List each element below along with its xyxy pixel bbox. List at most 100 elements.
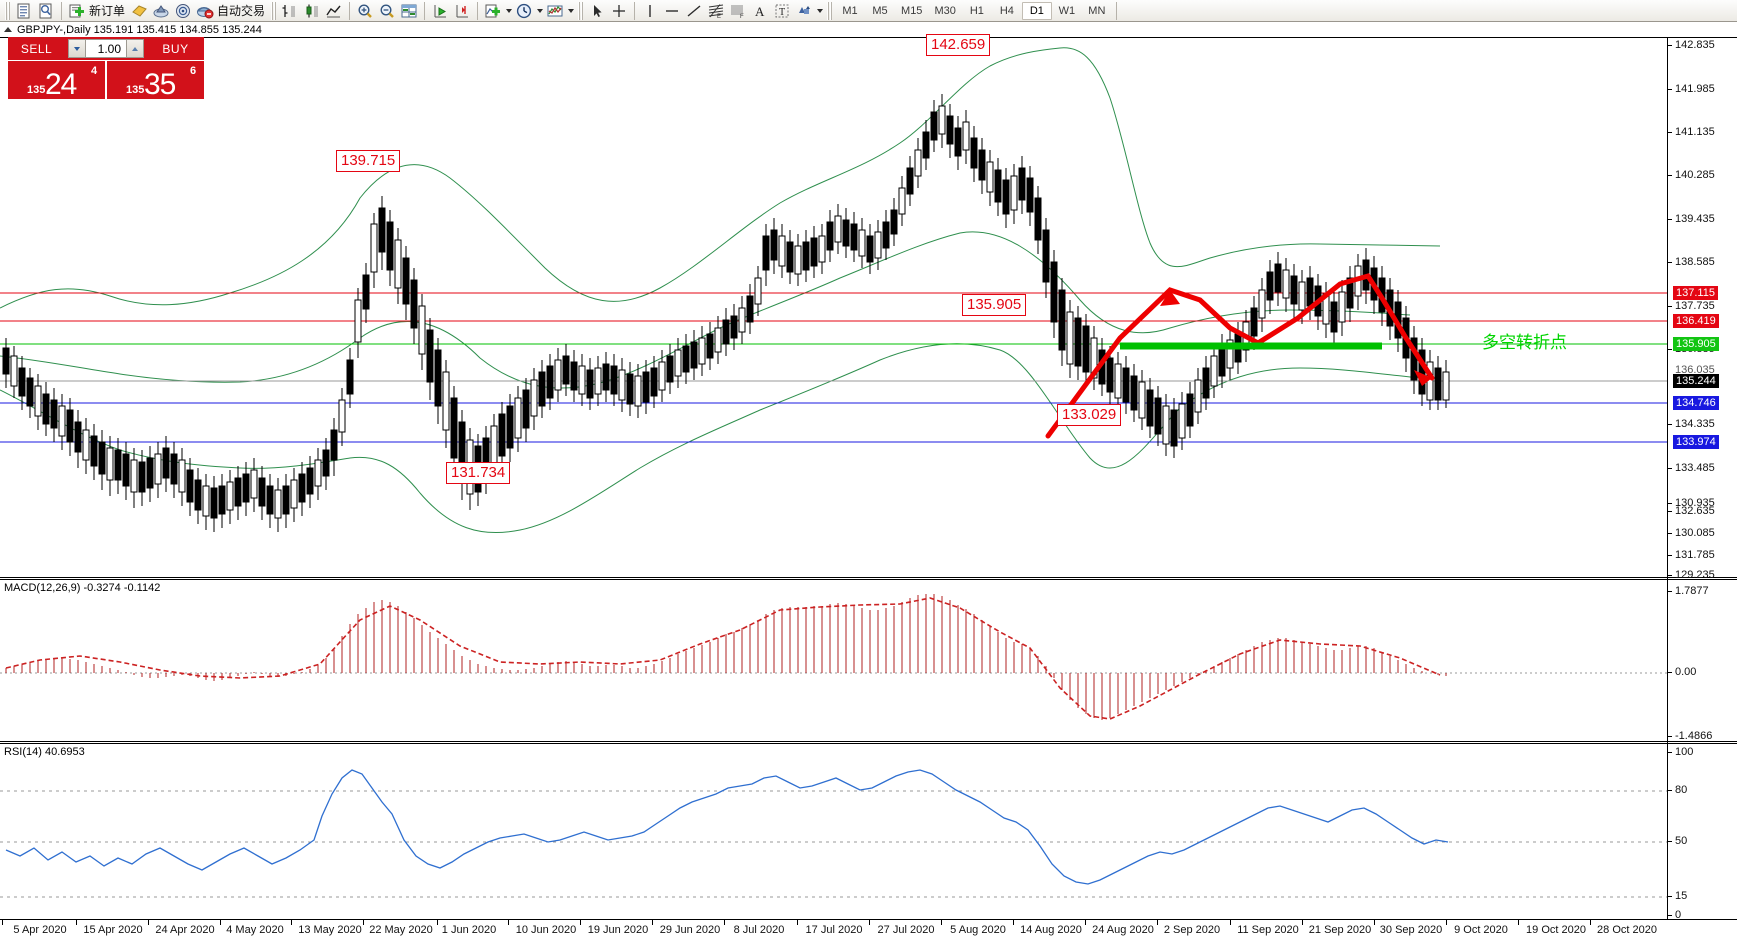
timeframe-mn[interactable]: MN xyxy=(1088,4,1106,17)
volume-control[interactable]: 1.00 xyxy=(65,37,147,60)
sell-price-display[interactable]: 135 24 4 xyxy=(8,61,105,101)
autotrading-icon[interactable] xyxy=(194,1,216,21)
one-click-trading-panel[interactable]: SELL 1.00 BUY 135 24 4 135 35 6 xyxy=(8,37,204,101)
fibonacci-icon[interactable]: E xyxy=(705,1,727,21)
toolbar-grip-3[interactable] xyxy=(578,1,584,20)
price-tick: 142.835 xyxy=(1675,39,1715,51)
timeframe-m15[interactable]: M15 xyxy=(901,4,923,17)
callout-133029[interactable]: 133.029 xyxy=(1057,404,1122,426)
date-label: 9 Oct 2020 xyxy=(1454,924,1508,936)
vertical-line-icon[interactable] xyxy=(639,1,661,21)
templates-dropdown-caret[interactable] xyxy=(566,2,575,20)
callout-135905[interactable]: 135.905 xyxy=(962,294,1027,316)
period-icon[interactable] xyxy=(513,1,535,21)
channel-icon[interactable]: F xyxy=(727,1,749,21)
toolbar-grip-4[interactable] xyxy=(827,1,833,20)
scale-axis-line xyxy=(1667,38,1668,941)
indicators-icon[interactable] xyxy=(482,1,504,21)
candle-series xyxy=(2,94,1450,532)
callout-131734[interactable]: 131.734 xyxy=(446,462,511,484)
terminal-icon[interactable] xyxy=(13,1,35,21)
timeframe-m5[interactable]: M5 xyxy=(872,4,888,17)
navigator-icon[interactable] xyxy=(150,1,172,21)
macd-tick: 0.00 xyxy=(1675,666,1697,678)
price-tick: 136.035 xyxy=(1675,364,1715,376)
date-axis[interactable]: 5 Apr 2020 15 Apr 2020 24 Apr 2020 4 May… xyxy=(0,919,1737,941)
market-watch-icon[interactable] xyxy=(172,1,194,21)
level-badge-134746[interactable]: 134.746 xyxy=(1673,396,1719,410)
sell-big-figure: 135 xyxy=(27,84,46,96)
date-label: 30 Sep 2020 xyxy=(1379,924,1443,936)
grid-icon[interactable] xyxy=(398,1,420,21)
buy-price-pip: 6 xyxy=(190,65,197,77)
timeframe-m30[interactable]: M30 xyxy=(934,4,956,17)
autotrading-label[interactable]: 自动交易 xyxy=(217,4,266,18)
toolbar-grip[interactable] xyxy=(5,1,10,20)
callout-142659[interactable]: 142.659 xyxy=(926,34,991,56)
level-badge-135905[interactable]: 135.905 xyxy=(1673,337,1719,351)
level-badge-137115[interactable]: 137.115 xyxy=(1673,286,1718,300)
expert-advisors-icon[interactable] xyxy=(128,1,150,21)
current-price-badge[interactable]: 135.244 xyxy=(1673,374,1719,388)
price-tick: 141.985 xyxy=(1675,83,1715,95)
bar-chart-icon[interactable] xyxy=(279,1,301,21)
date-label: 24 Aug 2020 xyxy=(1092,924,1154,936)
price-tick: 132.635 xyxy=(1675,505,1715,517)
rsi-pane[interactable]: RSI(14) 40.6953 xyxy=(0,743,1737,919)
date-label: 28 Oct 2020 xyxy=(1597,924,1657,936)
level-badge-133974[interactable]: 133.974 xyxy=(1673,435,1719,449)
volume-decrease-button[interactable] xyxy=(68,39,86,58)
toolbar-separator-3 xyxy=(349,1,351,20)
timeframe-w1[interactable]: W1 xyxy=(1058,4,1076,17)
date-label: 17 Jul 2020 xyxy=(805,924,863,936)
volume-increase-button[interactable] xyxy=(126,39,144,58)
data-window-icon[interactable] xyxy=(35,1,57,21)
buy-price-display[interactable]: 135 35 6 xyxy=(107,61,204,101)
text-icon[interactable]: A xyxy=(749,1,771,21)
timeframe-d1[interactable]: D1 xyxy=(1021,1,1052,20)
zoom-out-icon[interactable] xyxy=(376,1,398,21)
shapes-dropdown-caret[interactable] xyxy=(815,2,824,20)
price-tick: 141.135 xyxy=(1675,126,1715,138)
templates-icon[interactable] xyxy=(544,1,566,21)
macd-pane[interactable]: MACD(12,26,9) -0.3274 -0.1142 xyxy=(0,579,1737,742)
toolbar-grip-2[interactable] xyxy=(271,1,277,20)
callout-139715[interactable]: 139.715 xyxy=(336,150,401,172)
collapse-triangle-icon[interactable] xyxy=(4,27,12,32)
line-chart-icon[interactable] xyxy=(323,1,345,21)
macd-tick: -1.4866 xyxy=(1675,730,1713,742)
new-order-icon[interactable] xyxy=(66,1,88,21)
period-dropdown-caret[interactable] xyxy=(535,2,544,20)
sell-button[interactable]: SELL xyxy=(8,37,65,60)
main-toolbar: 新订单 自动交易 xyxy=(0,0,1737,22)
cursor-icon[interactable] xyxy=(586,1,608,21)
timeframe-m1[interactable]: M1 xyxy=(842,4,858,17)
trendline-icon[interactable] xyxy=(683,1,705,21)
price-tick: 139.435 xyxy=(1675,213,1715,225)
timeframe-h4[interactable]: H4 xyxy=(999,4,1014,17)
svg-text:E: E xyxy=(717,14,721,19)
buy-button[interactable]: BUY xyxy=(147,37,204,60)
symbol-ohlc-text: GBPJPY-,Daily 135.191 135.415 134.855 13… xyxy=(17,23,262,36)
text-label-icon[interactable]: T xyxy=(771,1,793,21)
date-label: 5 Apr 2020 xyxy=(13,924,67,936)
zoom-in-icon[interactable] xyxy=(354,1,376,21)
candlestick-chart-icon[interactable] xyxy=(301,1,323,21)
new-order-label[interactable]: 新订单 xyxy=(89,4,126,18)
date-label: 22 May 2020 xyxy=(369,924,433,936)
crosshair-icon[interactable] xyxy=(608,1,630,21)
chart-shift-icon[interactable] xyxy=(451,1,473,21)
horizontal-line-icon[interactable] xyxy=(661,1,683,21)
indicators-dropdown-caret[interactable] xyxy=(504,2,513,20)
date-label: 15 Apr 2020 xyxy=(83,924,143,936)
auto-scroll-icon[interactable] xyxy=(429,1,451,21)
level-badge-136419[interactable]: 136.419 xyxy=(1673,314,1719,328)
rsi-tick: 15 xyxy=(1675,890,1688,902)
volume-input[interactable]: 1.00 xyxy=(86,39,126,58)
shapes-icon[interactable] xyxy=(793,1,815,21)
chinese-annotation-note[interactable]: 多空转折点 xyxy=(1482,333,1567,353)
price-scale[interactable]: 142.835 141.985 141.135 140.285 139.435 … xyxy=(1667,0,1737,941)
timeframe-h1[interactable]: H1 xyxy=(969,4,984,17)
price-chart-pane[interactable] xyxy=(0,38,1737,578)
toolbar-separator-6 xyxy=(634,1,636,20)
